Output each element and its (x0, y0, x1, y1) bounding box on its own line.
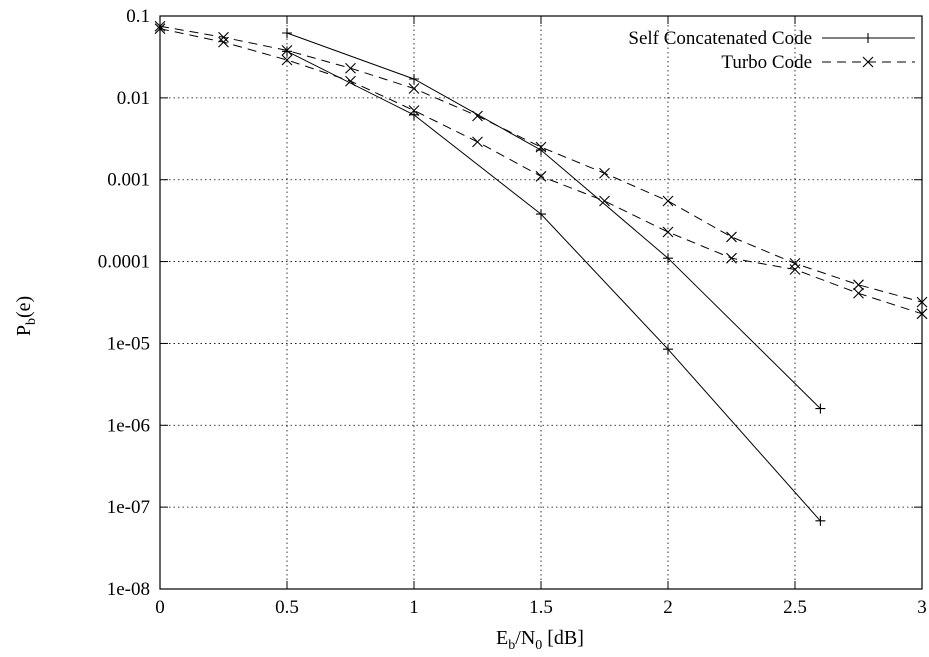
data-point-marker (789, 264, 801, 275)
data-point-marker (282, 46, 292, 57)
data-point-marker (408, 105, 420, 116)
x-tick-label: 0 (155, 597, 165, 618)
data-point-marker (345, 75, 356, 87)
data-point-marker (815, 403, 826, 414)
legend-label: Self Concatenated Code (628, 28, 812, 49)
data-point-marker (472, 110, 483, 122)
x-axis-label: Eb/N0 [dB] (496, 627, 584, 653)
data-point-marker (535, 141, 547, 153)
legend-marker (863, 33, 873, 43)
y-tick-label: 0.01 (117, 88, 150, 109)
data-point-marker (282, 27, 292, 38)
y-tick-label: 0.0001 (98, 252, 150, 273)
plot-series (154, 20, 928, 526)
data-point-marker (663, 344, 673, 355)
data-point-marker (663, 253, 673, 264)
data-point-marker (218, 31, 229, 43)
x-tick-label: 2.5 (783, 597, 807, 618)
y-tick-label: 0.001 (107, 170, 150, 191)
data-point-marker (409, 73, 419, 84)
data-point-marker (281, 45, 293, 56)
data-point-marker (535, 170, 547, 182)
series-1-curve-2 (286, 50, 821, 522)
series-1-curve-1 (286, 32, 821, 409)
series-1 (282, 27, 826, 526)
y-axis-label: Pb(e) (13, 296, 39, 336)
data-point-marker (662, 226, 674, 238)
legend-label: Turbo Code (721, 52, 812, 73)
data-point-marker (218, 36, 229, 48)
data-point-marker (536, 209, 546, 220)
x-tick-label: 1.5 (529, 597, 553, 618)
legend: Self Concatenated Code Turbo Code (628, 28, 915, 73)
axis-ticks: 0 0.5 1 1.5 2 2.5 3 1e-08 1e-07 1e-06 1e-05 0.0001 0… (98, 6, 927, 618)
series-2 (154, 20, 928, 320)
y-tick-label: 0.1 (126, 6, 150, 27)
plot-frame (159, 15, 923, 590)
y-tick-label: 1e-06 (107, 415, 150, 436)
data-point-marker (815, 515, 826, 526)
grid-lines (160, 16, 922, 589)
data-point-marker (853, 279, 864, 291)
data-point-marker (726, 231, 737, 243)
y-tick-label: 1e-07 (107, 497, 150, 518)
data-point-marker (599, 167, 610, 179)
y-tick-label: 1e-05 (107, 333, 150, 354)
data-point-marker (853, 287, 864, 299)
data-point-marker (662, 195, 674, 207)
x-tick-label: 1 (409, 597, 419, 618)
legend-marker (862, 56, 874, 68)
legend-item: Self Concatenated Code (628, 28, 915, 49)
x-tick-label: 2 (663, 597, 673, 618)
data-point-marker (408, 83, 420, 94)
data-point-marker (345, 62, 356, 74)
y-tick-label: 1e-08 (107, 579, 150, 600)
x-tick-label: 0.5 (275, 597, 299, 618)
data-point-marker (726, 252, 737, 264)
data-point-marker (281, 54, 293, 66)
data-point-marker (599, 195, 610, 207)
legend-item: Turbo Code (721, 52, 915, 73)
data-point-marker (472, 136, 483, 148)
x-tick-label: 3 (917, 597, 927, 618)
data-point-marker (409, 109, 419, 120)
